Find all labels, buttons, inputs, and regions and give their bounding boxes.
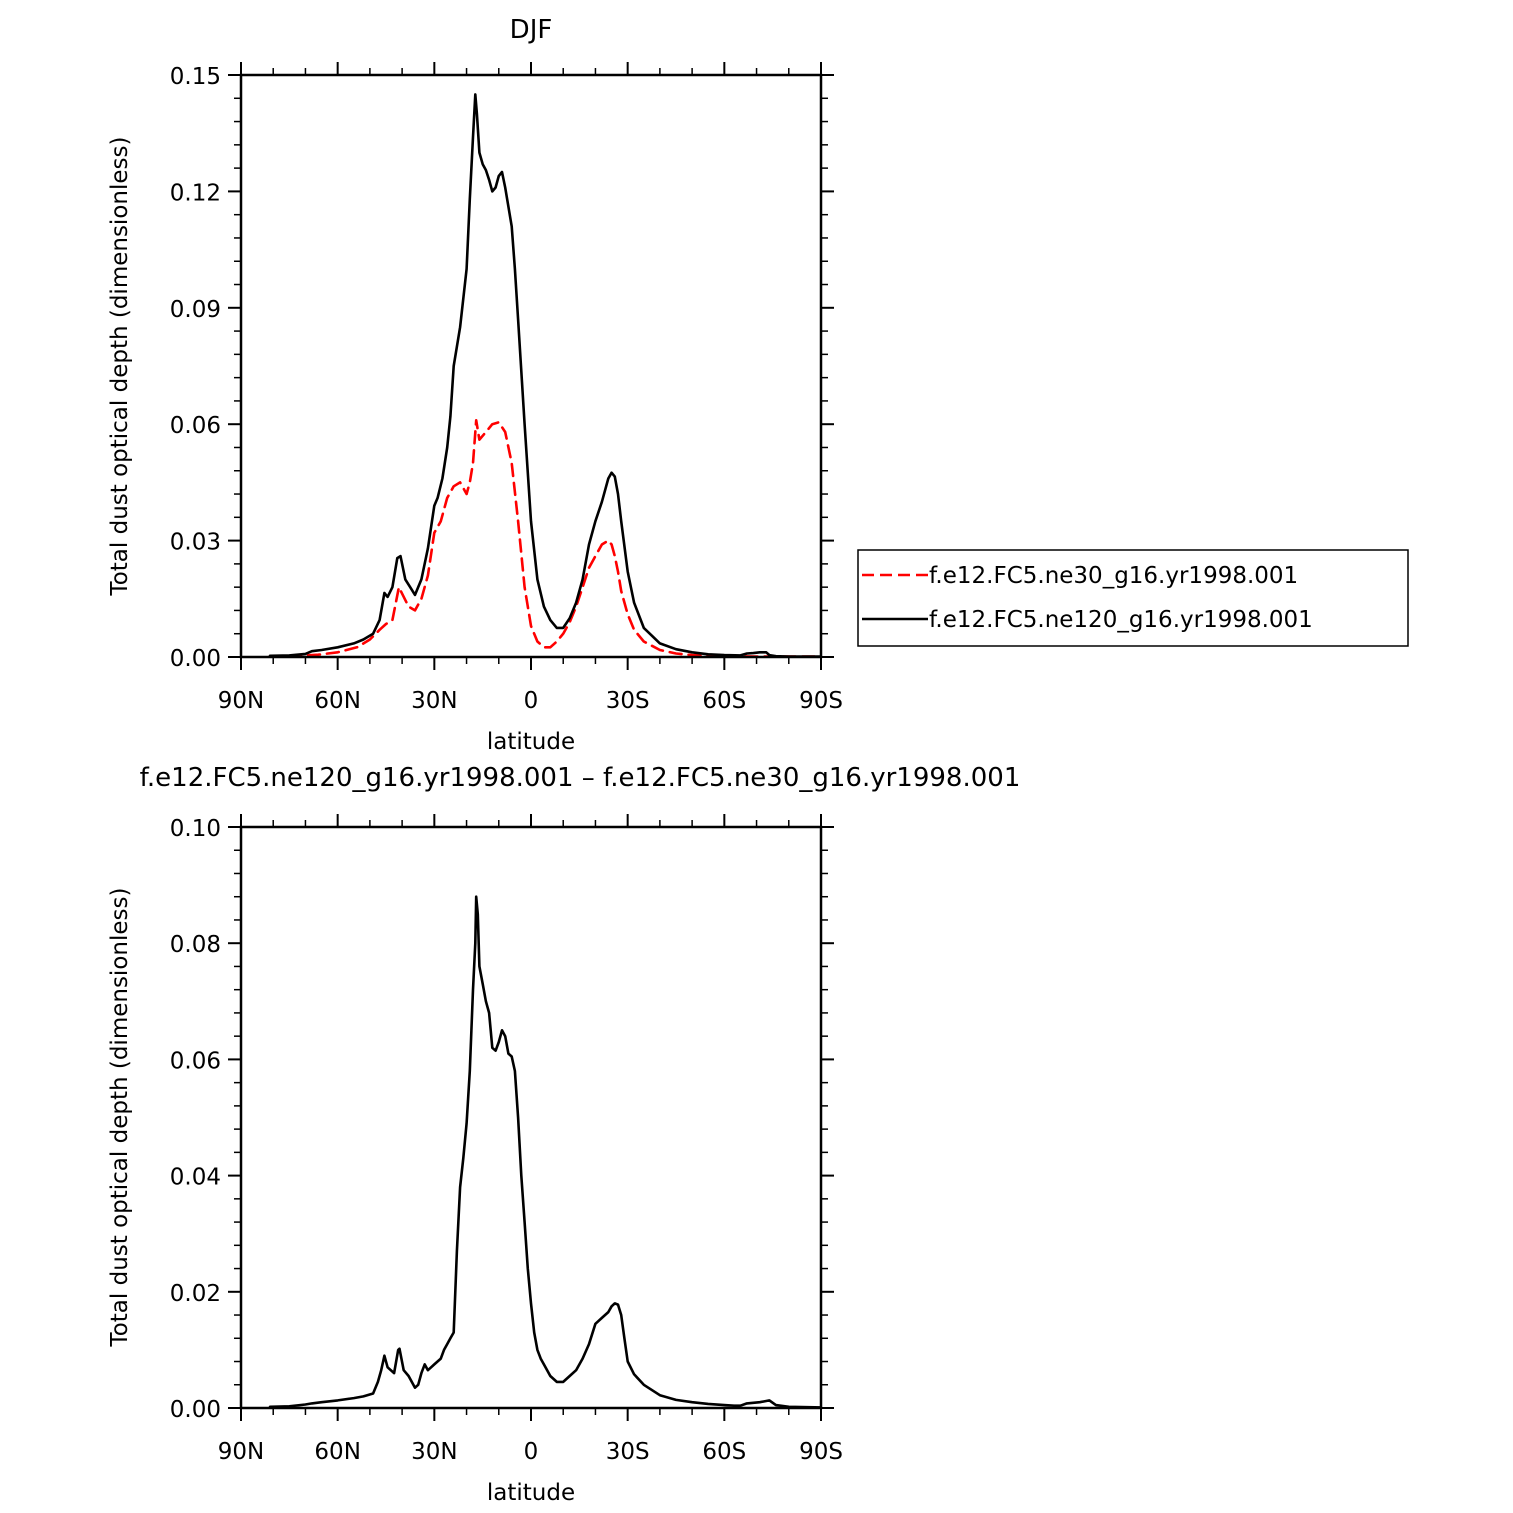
- top-ytick-label: 0.00: [170, 646, 221, 672]
- legend-box: [857, 549, 1409, 647]
- top-xtick-label: 0: [524, 688, 539, 714]
- bottom-xtick-label: 60S: [702, 1439, 746, 1465]
- bottom-chart-title: f.e12.FC5.ne120_g16.yr1998.001 – f.e12.F…: [140, 763, 1021, 793]
- top-chart-panel: DJF 90N 60N 30N 0 30S 60S 90S 0.00 0.03 0.06 0.09 0…: [107, 15, 843, 755]
- legend: f.e12.FC5.ne30_g16.yr1998.001 f.e12.FC5.…: [857, 549, 1409, 647]
- bottom-plot-area: 90N 60N 30N 0 30S 60S 90S 0.00 0.02 0.04 0.06 0.08 0…: [170, 814, 843, 1465]
- bottom-xtick-label: 90N: [218, 1439, 264, 1465]
- top-chart-ylabel: Total dust optical depth (dimensionless): [107, 137, 133, 597]
- legend-label-ne120: f.e12.FC5.ne120_g16.yr1998.001: [929, 607, 1313, 633]
- top-xtick-label: 30N: [411, 688, 457, 714]
- bottom-xtick-label: 0: [524, 1439, 539, 1465]
- top-series-line-1: [268, 93, 823, 658]
- top-xtick-label: 60S: [702, 688, 746, 714]
- top-ytick-label: 0.15: [170, 64, 221, 90]
- bottom-xtick-label: 30N: [411, 1439, 457, 1465]
- top-ytick-label: 0.09: [170, 297, 221, 323]
- bottom-ytick-label: 0.04: [170, 1165, 221, 1191]
- top-ytick-label: 0.06: [170, 413, 221, 439]
- top-chart-xlabel: latitude: [487, 729, 575, 755]
- bottom-ytick-label: 0.00: [170, 1397, 221, 1423]
- top-xtick-label: 60N: [314, 688, 360, 714]
- bottom-ytick-label: 0.06: [170, 1048, 221, 1074]
- bottom-series-line-0: [268, 895, 823, 1409]
- top-xtick-label: 90S: [799, 688, 843, 714]
- top-series-line-0: [268, 418, 823, 658]
- top-xtick-label: 90N: [218, 688, 264, 714]
- top-ytick-label: 0.03: [170, 530, 221, 556]
- bottom-xtick-label: 90S: [799, 1439, 843, 1465]
- legend-label-ne30: f.e12.FC5.ne30_g16.yr1998.001: [929, 563, 1298, 589]
- bottom-ytick-label: 0.02: [170, 1281, 221, 1307]
- bottom-chart-xlabel: latitude: [487, 1480, 575, 1506]
- bottom-chart-ylabel: Total dust optical depth (dimensionless): [107, 888, 133, 1348]
- top-ytick-label: 0.12: [170, 180, 221, 206]
- bottom-xtick-label: 30S: [606, 1439, 650, 1465]
- bottom-chart-panel: f.e12.FC5.ne120_g16.yr1998.001 – f.e12.F…: [107, 763, 1020, 1506]
- bottom-ytick-label: 0.08: [170, 932, 221, 958]
- top-plot-area: 90N 60N 30N 0 30S 60S 90S 0.00 0.03 0.06 0.09 0.12 0…: [170, 62, 843, 714]
- top-xtick-label: 30S: [606, 688, 650, 714]
- top-chart-title: DJF: [510, 15, 553, 45]
- bottom-xtick-label: 60N: [314, 1439, 360, 1465]
- bottom-ytick-label: 0.10: [170, 816, 221, 842]
